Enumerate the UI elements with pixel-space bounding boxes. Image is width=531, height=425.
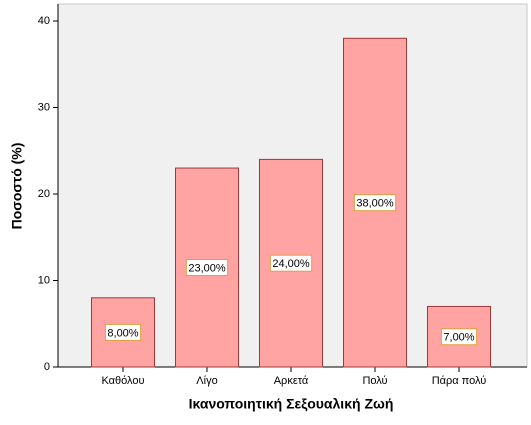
value-label: 8,00% [107, 327, 138, 339]
x-tick-label: Πολύ [362, 375, 387, 387]
x-axis-label: Ικανοποιητική Σεξουαλική Ζωή [189, 396, 394, 412]
y-tick-label: 0 [44, 361, 50, 373]
y-tick-label: 10 [38, 274, 50, 286]
y-tick-label: 30 [38, 101, 50, 113]
value-label-box [353, 194, 397, 212]
value-label: 24,00% [272, 258, 310, 270]
x-tick-label: Αρκετά [274, 375, 309, 387]
value-label-box [269, 254, 313, 272]
value-label: 7,00% [443, 332, 474, 344]
y-tick-label: 40 [38, 15, 50, 27]
x-tick-label: Λίγο [196, 375, 217, 387]
x-tick-label: Πάρα πολύ [432, 375, 487, 387]
value-label-box [104, 323, 142, 341]
value-label-box [185, 259, 229, 277]
y-tick-label: 20 [38, 188, 50, 200]
x-tick-label: Καθόλου [101, 375, 144, 387]
value-label-box [440, 328, 478, 346]
y-axis-label: Ποσοστό (%) [9, 143, 25, 230]
value-label: 23,00% [188, 262, 226, 274]
value-label: 38,00% [356, 198, 394, 210]
